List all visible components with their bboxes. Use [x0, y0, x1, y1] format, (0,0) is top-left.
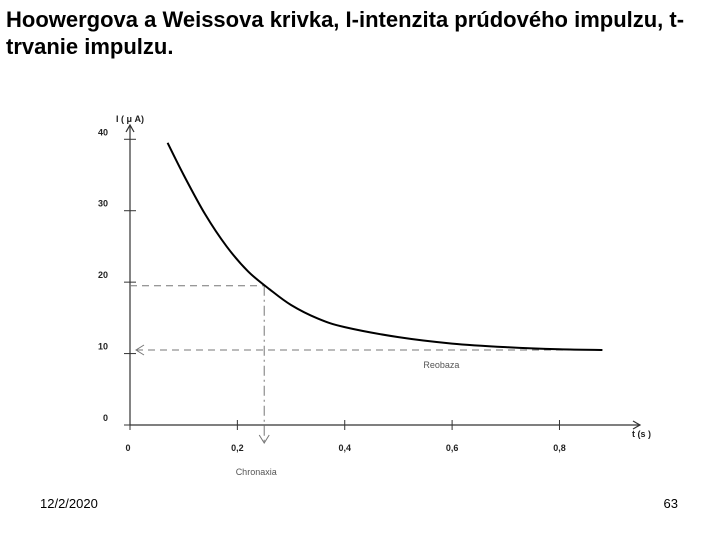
chart-axes: [124, 123, 642, 430]
reobaza-arrow: [135, 344, 145, 356]
y-axis-title: I ( μ A): [116, 114, 144, 124]
chart-series: [166, 142, 603, 351]
x-tick-label: 0,8: [553, 443, 566, 453]
y-axis-arrow: [125, 123, 135, 133]
y-tick-label: 30: [98, 199, 108, 209]
y-tick-label: 10: [98, 342, 108, 352]
y-tick-label: 40: [98, 127, 108, 137]
x-tick-label: 0: [125, 443, 130, 453]
chronaxia-arrow: [258, 434, 270, 444]
y-tick-label: 0: [103, 413, 108, 423]
x-tick-label: 0,2: [231, 443, 244, 453]
reobaza-label: Reobaza: [423, 360, 459, 370]
slide-date: 12/2/2020: [40, 496, 98, 511]
slide-title: Hoowergova a Weissova krivka, I-intenzit…: [6, 7, 685, 59]
x-tick-label: 0,4: [338, 443, 351, 453]
y-tick-label: 20: [98, 270, 108, 280]
chart-guides: [130, 285, 603, 444]
strength-duration-curve: [166, 142, 603, 351]
x-tick-label: 0,6: [446, 443, 459, 453]
slide-page-number: 63: [663, 496, 678, 511]
x-axis-arrow: [632, 420, 642, 430]
x-axis-title: t (s ): [632, 429, 651, 439]
chart-labels: 0 10 20 30 40 0 0,2 0,4 0,6 0,8 I ( μ A) t (s ) Reob…: [98, 114, 651, 477]
chronaxia-label: Chronaxia: [236, 467, 277, 477]
